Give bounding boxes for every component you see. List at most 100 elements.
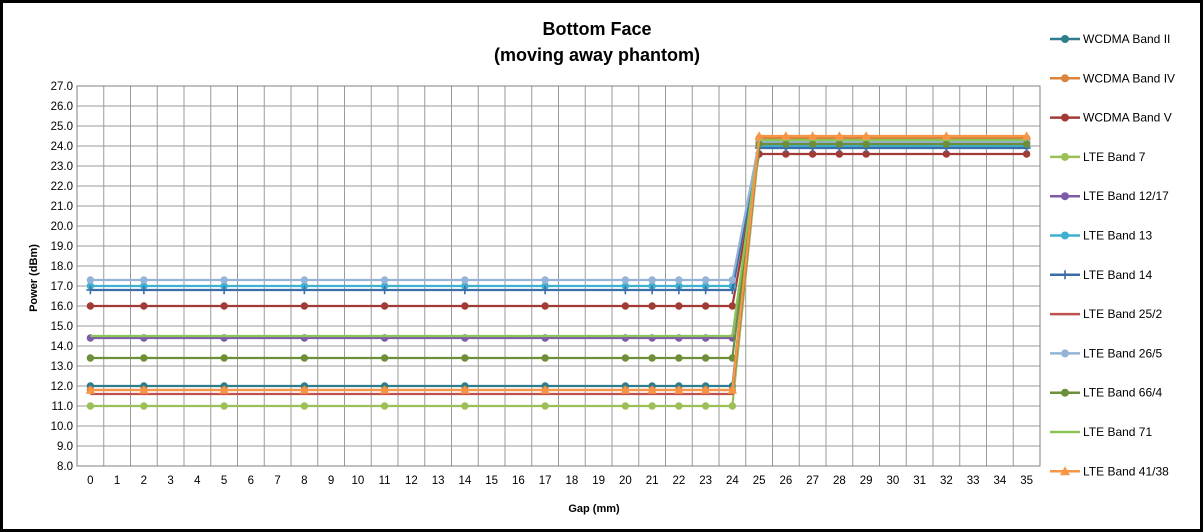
y-tick-label: 10.0	[51, 421, 73, 433]
x-tick-label: 0	[87, 475, 93, 487]
y-axis-title: Power (dBm)	[28, 244, 40, 312]
data-point	[621, 285, 630, 295]
data-point	[139, 285, 149, 295]
data-point	[647, 285, 657, 295]
data-point	[701, 276, 710, 284]
data-point	[460, 385, 470, 394]
data-point	[541, 276, 549, 284]
data-point	[461, 402, 469, 410]
legend-marker	[1061, 152, 1069, 161]
data-point	[701, 285, 710, 295]
x-tick-label: 9	[328, 475, 334, 487]
data-point	[781, 131, 791, 140]
data-point	[300, 276, 309, 284]
x-tick-label: 30	[886, 475, 899, 487]
data-point	[648, 276, 656, 284]
data-point	[701, 402, 710, 410]
x-axis-title: Gap (mm)	[568, 503, 620, 515]
y-tick-label: 24.0	[51, 141, 73, 153]
legend-label: WCDMA Band II	[1083, 32, 1170, 46]
x-tick-label: 28	[833, 475, 846, 487]
x-tick-label: 1	[114, 475, 120, 487]
y-tick-label: 15.0	[51, 321, 73, 333]
series-layer	[85, 131, 1032, 410]
data-point	[621, 402, 630, 410]
data-point	[835, 140, 844, 148]
data-point	[379, 385, 390, 394]
y-tick-label: 14.0	[51, 341, 73, 353]
x-tick-label: 16	[512, 475, 525, 487]
y-tick-label: 22.0	[51, 181, 73, 193]
y-tick-label: 8.0	[57, 461, 73, 473]
data-point	[380, 402, 389, 410]
data-point	[808, 140, 817, 148]
data-point	[675, 402, 683, 410]
x-tick-label: 34	[993, 475, 1006, 487]
data-point	[219, 385, 229, 394]
x-tick-label: 4	[194, 475, 201, 487]
data-point	[1022, 140, 1031, 148]
series-lte-band-41-38	[85, 131, 1032, 394]
data-point	[675, 276, 683, 284]
data-point	[299, 385, 310, 394]
legend-label: LTE Band 14	[1083, 268, 1152, 282]
x-tick-label: 35	[1020, 475, 1033, 487]
data-point	[942, 140, 951, 148]
y-tick-label: 9.0	[57, 441, 73, 453]
x-tick-label: 11	[379, 475, 391, 487]
x-tick-label: 31	[913, 475, 926, 487]
data-point	[461, 302, 469, 310]
data-point	[380, 285, 389, 295]
series-wcdma-band-v	[86, 150, 1031, 310]
data-point	[85, 385, 96, 394]
data-point	[300, 285, 309, 295]
x-tick-label: 22	[672, 475, 685, 487]
y-tick-label: 20.0	[51, 221, 73, 233]
data-point	[300, 354, 309, 362]
chart-title: Bottom Face	[542, 19, 651, 39]
data-point	[139, 385, 149, 394]
legend-item: LTE Band 71	[1050, 425, 1152, 439]
data-point	[220, 276, 228, 284]
legend-label: LTE Band 12/17	[1083, 189, 1169, 203]
y-tick-label: 27.0	[51, 81, 73, 93]
y-tick-label: 19.0	[51, 241, 73, 253]
data-point	[220, 354, 228, 362]
y-tick-label: 11.0	[51, 401, 73, 413]
data-point	[460, 285, 470, 295]
data-point	[700, 385, 711, 394]
data-point	[140, 402, 148, 410]
data-point	[701, 302, 710, 310]
legend-item: LTE Band 7	[1050, 150, 1146, 164]
legend-item: WCDMA Band IV	[1050, 71, 1175, 85]
legend-label: LTE Band 41/38	[1083, 464, 1169, 478]
x-tick-label: 15	[485, 475, 498, 487]
legend-label: WCDMA Band IV	[1083, 71, 1175, 85]
chart-subtitle: (moving away phantom)	[494, 45, 700, 65]
x-tick-label: 7	[274, 475, 280, 487]
data-point	[86, 276, 95, 284]
data-point	[219, 285, 229, 295]
x-tick-label: 18	[565, 475, 578, 487]
x-tick-label: 5	[221, 475, 227, 487]
x-tick-label: 2	[141, 475, 147, 487]
data-point	[140, 354, 148, 362]
data-point	[861, 131, 871, 140]
y-tick-label: 13.0	[51, 361, 73, 373]
data-point	[648, 302, 656, 310]
data-point	[807, 131, 818, 140]
data-point	[86, 285, 95, 295]
legend-marker	[1061, 35, 1069, 43]
data-point	[541, 354, 549, 362]
data-point	[834, 131, 845, 140]
data-point	[621, 354, 630, 362]
data-point	[674, 285, 684, 295]
data-point	[380, 354, 389, 362]
data-point	[621, 276, 630, 284]
data-point	[674, 385, 684, 394]
x-tick-label: 6	[248, 475, 254, 487]
x-tick-label: 27	[806, 475, 819, 487]
legend-label: WCDMA Band V	[1083, 111, 1172, 125]
legend-label: LTE Band 71	[1083, 425, 1152, 439]
